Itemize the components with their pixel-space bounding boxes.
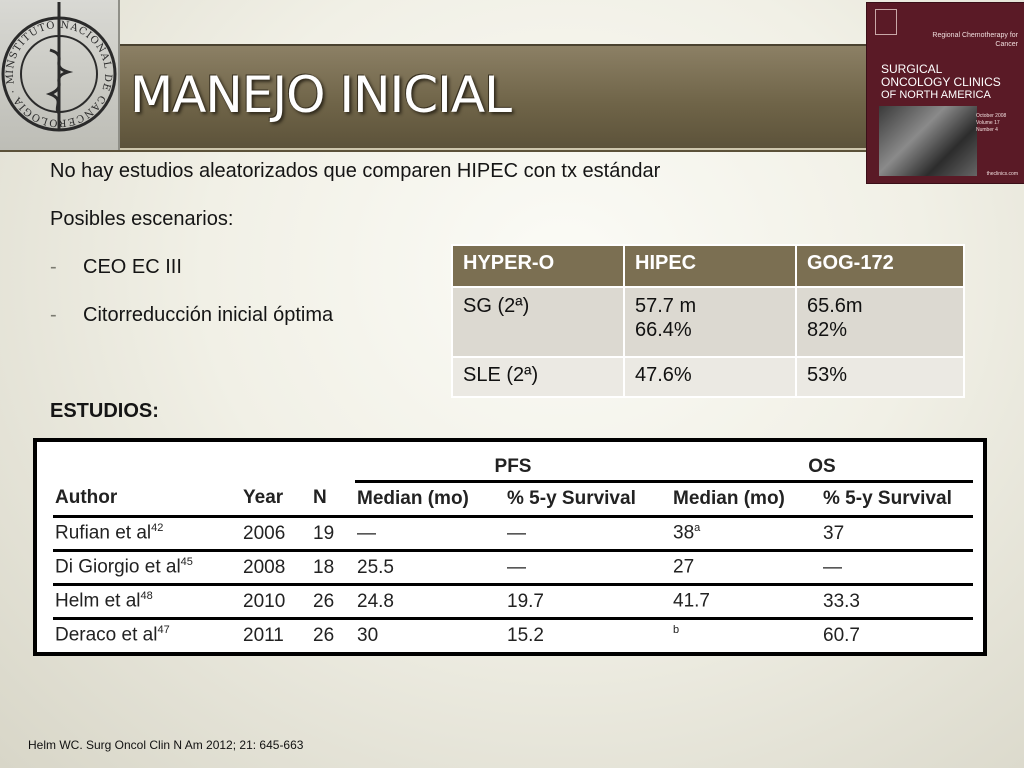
os-median-cell: 38a — [671, 516, 821, 552]
table-row: Rufian et al42 2006 19 — — 38a 37 — [53, 516, 973, 552]
n-cell: 26 — [313, 624, 335, 646]
table-header-cell: GOG-172 — [795, 244, 965, 288]
header-divider — [0, 148, 1024, 150]
table-cell: 53% — [795, 356, 965, 398]
pfs-median-cell: — — [355, 516, 505, 552]
table-row: Helm et al48 2010 26 24.8 19.7 41.7 33.3 — [53, 584, 973, 620]
studies-table: PFS OS Author Year N Median (mo) % 5-y S… — [53, 454, 973, 651]
year-cell: 2006 — [241, 516, 311, 552]
cover-journal-title: SURGICAL ONCOLOGY CLINICS OF NORTH AMERI… — [881, 62, 1001, 102]
cover-site: theclinics.com — [986, 171, 1018, 177]
row-label: SG (2ª) — [451, 286, 625, 358]
os-5y-cell: 60.7 — [823, 624, 860, 646]
os-median-cell: 41.7 — [671, 584, 821, 620]
publisher-logo-icon — [875, 9, 897, 35]
cover-photo — [879, 106, 977, 176]
table-row: Di Giorgio et al45 2008 18 25.5 — 27 — — [53, 550, 973, 586]
table-cell: 65.6m 82% — [795, 286, 965, 358]
year-cell: 2010 — [241, 584, 311, 620]
table-cell: 57.7 m 66.4% — [623, 286, 797, 358]
column-header: Year — [241, 481, 311, 518]
pfs-5y-cell: 19.7 — [505, 584, 671, 620]
table-row: SLE (2ª) 47.6% 53% — [451, 356, 965, 398]
comparison-table: HYPER-O HIPEC GOG-172 SG (2ª) 57.7 m 66.… — [451, 244, 965, 398]
cover-subtitle: Regional Chemotherapy for Cancer — [932, 32, 1018, 48]
pfs-5y-cell: 15.2 — [507, 624, 544, 646]
cover-issue: October 2008 Volume 17 Number 4 — [976, 113, 1007, 133]
pfs-5y-cell: — — [505, 516, 671, 552]
pfs-median-cell: 30 — [357, 624, 379, 646]
os-5y-cell: 33.3 — [821, 584, 973, 620]
n-cell: 18 — [311, 550, 355, 586]
column-header: % 5-y Survival — [821, 481, 973, 518]
os-5y-cell: 37 — [821, 516, 973, 552]
studies-table-box: PFS OS Author Year N Median (mo) % 5-y S… — [33, 438, 987, 656]
studies-label: ESTUDIOS: — [50, 400, 159, 422]
table-header-cell: HYPER-O — [451, 244, 625, 288]
n-cell: 26 — [311, 584, 355, 620]
os-5y-cell: — — [821, 550, 973, 586]
year-cell: 2008 — [241, 550, 311, 586]
bullet-item: CEO EC III — [83, 256, 182, 278]
column-header: Median (mo) — [355, 481, 505, 518]
os-median-cell: 27 — [671, 550, 821, 586]
table-cell: 47.6% — [623, 356, 797, 398]
table-row: Deraco et al47 2011 26 30 15.2 b 60.7 — [53, 619, 973, 652]
n-cell: 19 — [311, 516, 355, 552]
pfs-5y-cell: — — [505, 550, 671, 586]
author-cell: Rufian et al42 — [53, 516, 241, 552]
journal-cover: Regional Chemotherapy for Cancer SURGICA… — [866, 2, 1024, 184]
bullet-dash: - — [50, 304, 57, 326]
author-cell: Helm et al48 — [53, 584, 241, 620]
slide-title: MANEJO INICIAL — [130, 66, 512, 124]
scenarios-label: Posibles escenarios: — [50, 208, 234, 230]
seal-emblem-icon: INSTITUTO NACIONAL DE CANCEROLOGIA · Méx… — [0, 0, 117, 132]
group-header-pfs: PFS — [355, 454, 671, 483]
row-label: SLE (2ª) — [451, 356, 625, 398]
pfs-median-cell: 24.8 — [355, 584, 505, 620]
bullet-dash: - — [50, 256, 57, 278]
column-header: % 5-y Survival — [505, 481, 671, 518]
table-row: SG (2ª) 57.7 m 66.4% 65.6m 82% — [451, 286, 965, 358]
pfs-median-cell: 25.5 — [355, 550, 505, 586]
institution-seal: INSTITUTO NACIONAL DE CANCEROLOGIA · Méx… — [0, 0, 120, 150]
column-header: Author — [53, 481, 241, 518]
column-header: Median (mo) — [671, 481, 821, 518]
group-header-os: OS — [671, 454, 973, 483]
year-cell: 2011 — [243, 624, 284, 646]
author-cell: Di Giorgio et al45 — [53, 550, 241, 586]
intro-text: No hay estudios aleatorizados que compar… — [50, 160, 661, 182]
column-header: N — [311, 481, 355, 518]
os-median-cell: b — [673, 624, 680, 637]
bullet-item: Citorreducción inicial óptima — [83, 304, 334, 326]
table-header-cell: HIPEC — [623, 244, 797, 288]
header-band — [0, 44, 1024, 152]
citation: Helm WC. Surg Oncol Clin N Am 2012; 21: … — [28, 738, 304, 752]
author-cell: Deraco et al47 — [55, 624, 170, 646]
